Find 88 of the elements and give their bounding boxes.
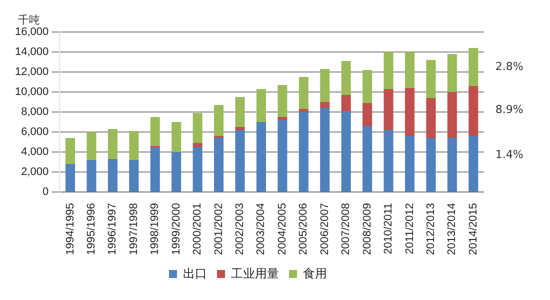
bar — [320, 108, 330, 192]
bar — [426, 60, 436, 98]
bar — [298, 77, 308, 109]
bar — [256, 89, 266, 122]
y-tick-label: 6,000 — [21, 126, 49, 138]
y-tick-label: 12,000 — [14, 66, 49, 78]
bar — [86, 160, 96, 192]
bar — [172, 152, 182, 192]
y-tick-label: 10,000 — [14, 86, 49, 98]
x-tick-label: 2003/2004 — [255, 203, 268, 255]
bar — [362, 70, 372, 103]
y-tick-label: 2,000 — [21, 166, 49, 178]
bar — [384, 52, 394, 89]
legend-label: 食用 — [303, 266, 327, 280]
x-tick-label: 2014/2015 — [467, 203, 480, 255]
bar — [192, 147, 202, 192]
bar — [256, 122, 266, 192]
bar — [150, 147, 160, 192]
x-tick-label: 1997/1998 — [128, 203, 140, 255]
bar — [108, 159, 118, 192]
bar — [108, 129, 118, 159]
y-axis-title: 千吨 — [18, 13, 40, 26]
x-tick-label: 2012/2013 — [424, 203, 437, 255]
bar — [192, 143, 202, 147]
bar — [235, 130, 245, 192]
bar — [298, 109, 308, 112]
bar — [65, 138, 76, 164]
bar — [320, 102, 330, 108]
bar — [468, 136, 478, 192]
bar — [341, 61, 351, 95]
x-tick-label: 2011/2012 — [404, 203, 416, 254]
x-tick-label: 2005/2006 — [298, 203, 310, 255]
annotation: 2.8% — [495, 60, 524, 73]
bar — [298, 112, 308, 192]
x-tick-label: 2010/2011 — [382, 203, 395, 254]
annotation: 1.4% — [495, 148, 524, 161]
bar — [447, 92, 457, 138]
x-tick-label: 1994/1995 — [64, 203, 76, 255]
bar — [384, 89, 394, 130]
bar — [214, 138, 224, 192]
bar — [235, 127, 245, 130]
bar — [65, 164, 76, 192]
bar — [192, 113, 202, 143]
x-tick-label: 1996/1997 — [106, 203, 119, 255]
legend-label: 出口 — [183, 266, 207, 280]
bar — [404, 52, 415, 88]
bar — [426, 98, 436, 138]
bar — [172, 122, 182, 152]
y-tick-label: 16,000 — [14, 26, 49, 38]
x-tick-label: 2002/2003 — [234, 203, 246, 255]
x-tick-label: 2007/2008 — [340, 203, 352, 255]
bar — [468, 48, 478, 86]
legend-label: 工业用量 — [231, 266, 279, 280]
bar — [404, 136, 415, 192]
x-tick-label: 1998/1999 — [149, 203, 162, 255]
x-tick-label: 2000/2001 — [192, 203, 204, 255]
y-tick-label: 0 — [42, 186, 49, 198]
x-tick-label: 2004/2005 — [276, 203, 288, 255]
bar — [150, 117, 160, 146]
bar — [214, 105, 224, 136]
x-tick-label: 2008/2009 — [361, 203, 374, 255]
bar — [278, 120, 288, 192]
bar — [341, 95, 351, 111]
bar — [426, 138, 436, 192]
bar — [384, 130, 394, 192]
bar — [86, 132, 96, 160]
x-tick-label: 1995/1996 — [86, 203, 98, 255]
bar — [278, 85, 288, 117]
x-tick-label: 2006/2007 — [318, 203, 331, 255]
bar — [278, 117, 288, 120]
y-tick-label: 8,000 — [21, 106, 49, 118]
bar — [404, 88, 415, 136]
bar — [447, 138, 457, 192]
bar — [362, 103, 372, 126]
bar — [362, 126, 372, 192]
bar — [320, 69, 330, 102]
y-tick-label: 4,000 — [21, 146, 49, 158]
bar — [447, 54, 457, 92]
bar — [341, 111, 351, 192]
annotation: 8.9% — [495, 102, 524, 116]
x-tick-label: 1999/2000 — [170, 203, 182, 255]
bar — [235, 97, 245, 127]
bar — [129, 131, 139, 160]
y-tick-label: 14,000 — [14, 46, 49, 58]
x-tick-label: 2013/2014 — [446, 203, 458, 255]
bar — [129, 160, 139, 192]
bar — [468, 86, 478, 136]
x-tick-label: 2001/2002 — [212, 203, 225, 255]
